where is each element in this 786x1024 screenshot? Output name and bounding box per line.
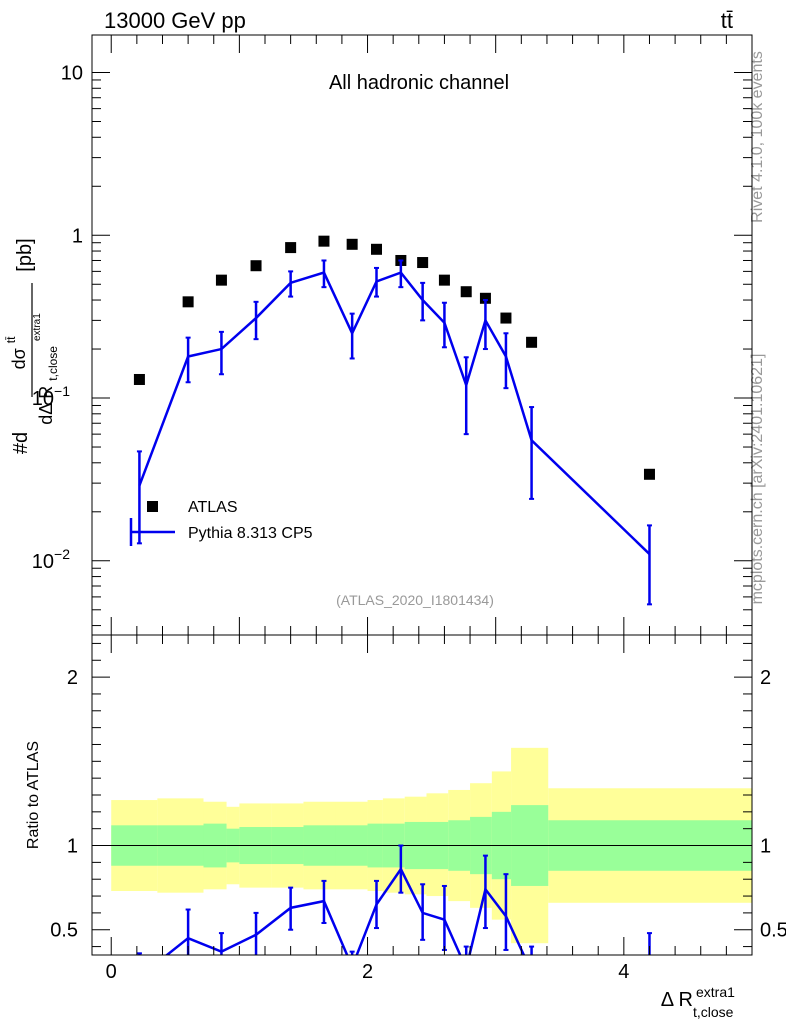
ylabel-num-sup: tt̄ <box>4 336 18 343</box>
atlas-data-point <box>500 312 512 324</box>
main-ytick-label: 10−2 <box>32 546 70 573</box>
atlas-data-point <box>182 296 194 308</box>
atlas-data-point <box>417 257 429 269</box>
atlas-data-point <box>460 286 472 298</box>
ratio-pythia-line <box>164 866 526 955</box>
svg-text:Δ R: Δ R <box>661 989 693 1011</box>
ratio-ytick-label-right: 1 <box>760 836 771 858</box>
rivet-label: Rivet 4.1.0, 100k events <box>749 51 766 223</box>
xlabel-main: Δ R <box>661 989 693 1011</box>
legend-pythia-label: Pythia 8.313 CP5 <box>188 525 313 542</box>
atlas-data-point <box>526 336 538 348</box>
ratio-ytick-label-right: 0.5 <box>760 920 786 942</box>
atlas-data-point <box>318 235 330 247</box>
svg-text:dσ tt̄: dσ tt̄ <box>4 336 29 369</box>
main-ytick-label: 10 <box>61 63 83 85</box>
ratio-panel: 0.5 0.5 1 1 2 2 0 2 4 Ratio to ATLAS Δ R extra1 … <box>25 634 786 1020</box>
ratio-xtick-label: 0 <box>106 961 117 983</box>
xlabel-sup: extra1 <box>696 984 735 1000</box>
analysis-label: (ATLAS_2020_I1801434) <box>336 592 494 608</box>
ylabel-unit: [pb] <box>14 238 36 271</box>
pythia-line <box>138 271 651 555</box>
main-ytick-label: 10−1 <box>32 383 70 410</box>
atlas-data-point <box>438 274 450 286</box>
ylabel-den-sub: t,close <box>46 346 60 381</box>
legend-atlas-marker <box>147 501 158 512</box>
main-panel: 10 1 10−1 10−2 All hadronic channel (ATLAS_… <box>4 34 753 636</box>
ylabel-den-sup: extra1 <box>32 313 43 341</box>
ratio-ytick-label-left: 1 <box>67 836 78 858</box>
ratio-ticks <box>92 635 753 955</box>
main-ticks <box>92 35 752 635</box>
energy-label: 13000 GeV pp <box>104 8 246 33</box>
legend-atlas-label: ATLAS <box>188 499 238 516</box>
ratio-ytick-label-left: 0.5 <box>50 920 78 942</box>
atlas-data-point <box>643 468 655 480</box>
process-label: tt̄ <box>721 8 733 33</box>
atlas-data-point <box>346 238 358 250</box>
ratio-ytick-label-left: 2 <box>67 667 78 689</box>
atlas-data-point <box>215 274 227 286</box>
atlas-data-point <box>371 243 383 255</box>
mcplots-label: mcplots.cern.ch [arXiv:2401.10621] <box>749 354 766 605</box>
ratio-series-layer <box>136 844 652 955</box>
legend: ATLAS Pythia 8.313 CP5 <box>129 499 313 546</box>
main-ytick-label: 1 <box>72 225 83 247</box>
ratio-ytick-label-right: 2 <box>760 667 771 689</box>
ylabel-num: dσ <box>9 348 29 369</box>
ratio-xtick-label: 4 <box>618 961 629 983</box>
main-ytick-labels: 10 1 10−1 10−2 <box>32 63 83 573</box>
main-frame <box>91 34 753 636</box>
atlas-data-point <box>133 373 145 385</box>
main-ylabel: #d dσ tt̄ dΔ R t,close extra1 [pb] <box>4 238 61 454</box>
svg-text:dΔ R t,close e: dΔ R t,close extra1 <box>32 313 61 425</box>
atlas-data-point <box>479 292 491 304</box>
svg-text:#d: #d <box>10 432 32 454</box>
ratio-xlabel: Δ R extra1 t,close <box>661 984 735 1020</box>
channel-title: All hadronic channel <box>329 72 509 94</box>
main-series-layer <box>133 235 655 606</box>
ratio-ylabel: Ratio to ATLAS <box>25 741 42 849</box>
atlas-data-point <box>285 242 297 254</box>
ratio-xtick-label: 2 <box>362 961 373 983</box>
ratio-tick-labels: 0.5 0.5 1 1 2 2 0 2 4 <box>50 667 786 983</box>
ylabel-prefix: #d <box>10 432 32 454</box>
xlabel-sub: t,close <box>693 1004 734 1020</box>
ylabel-den: dΔ R <box>36 386 56 425</box>
atlas-data-point <box>250 260 262 272</box>
